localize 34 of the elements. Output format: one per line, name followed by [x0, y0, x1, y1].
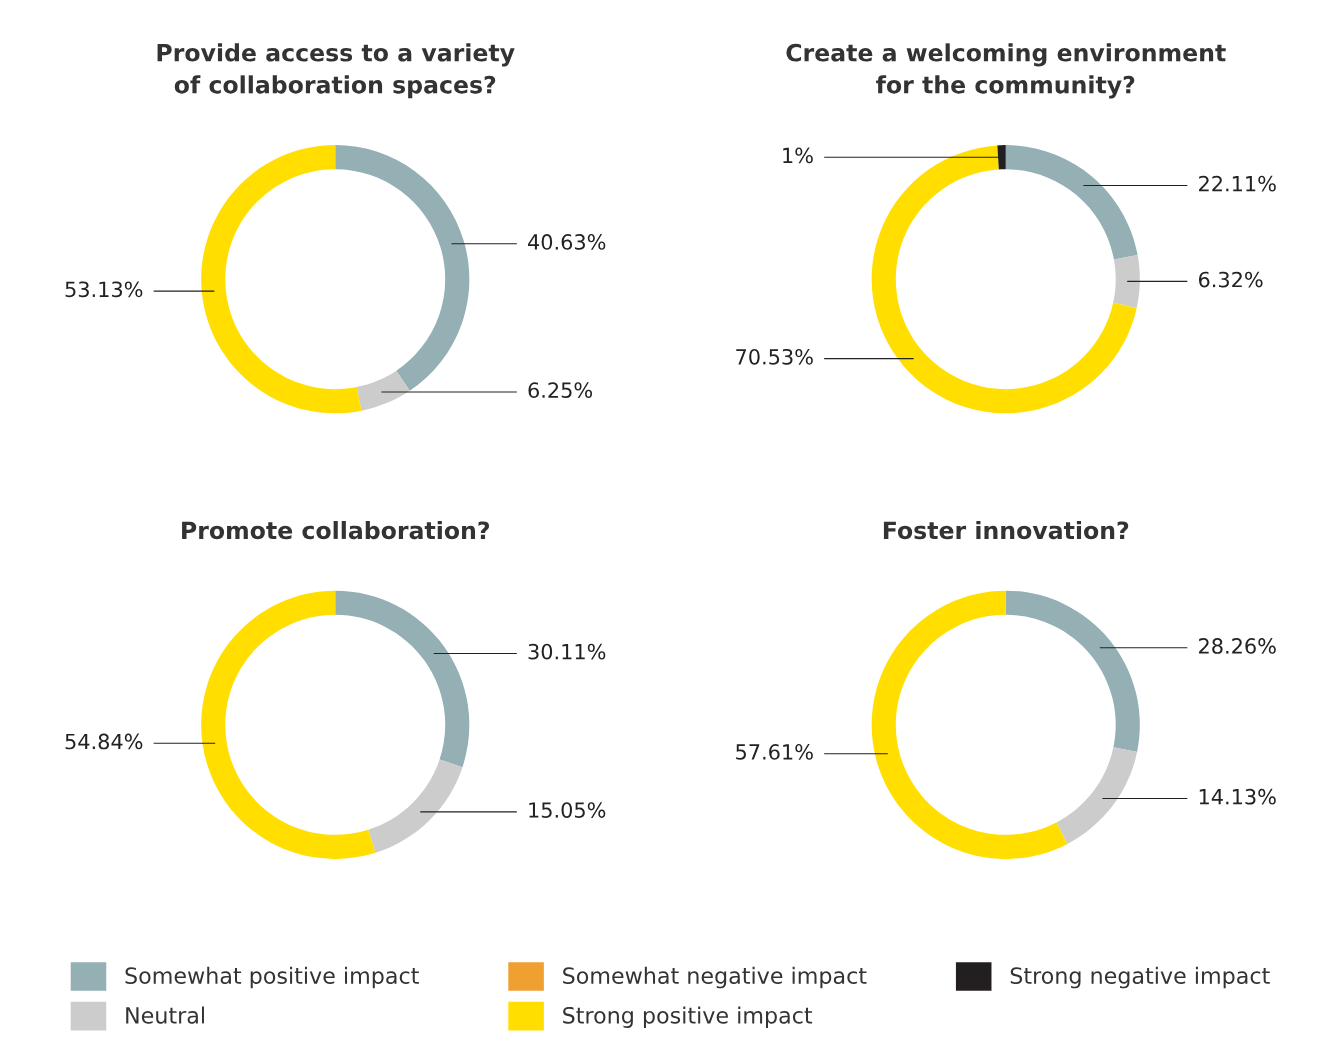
chart-title: Provide access to a variety of collaboration spaces?: [157, 43, 515, 99]
data-label: 14.13%: [1199, 788, 1276, 805]
data-label: 57.61%: [736, 744, 813, 760]
donut-slice: [1005, 590, 1140, 753]
donut-slice: [201, 590, 376, 859]
legend-label: Neutral: [126, 1006, 204, 1024]
donut-slice: [871, 590, 1068, 859]
data-label: 54.84%: [65, 733, 143, 750]
chart-title: Foster innovation?: [883, 520, 1129, 540]
legend-label: Strong negative impact: [1010, 966, 1270, 989]
donut-slice: [1005, 145, 1138, 260]
data-label: 30.11%: [528, 643, 606, 660]
legend-label: Somewhat negative impact: [563, 966, 867, 989]
donut-slice: [368, 759, 463, 853]
legend-label: Strong positive impact: [563, 1006, 813, 1029]
data-label: 40.63%: [528, 234, 606, 250]
donut-slice: [871, 145, 1137, 414]
donut-slice: [1056, 747, 1138, 844]
donut-slice: [1113, 255, 1140, 308]
donut-slice: [335, 590, 470, 768]
donut-slice: [335, 145, 470, 391]
chart-title: Create a welcoming environment for the community?: [786, 43, 1226, 99]
data-label: 6.25%: [528, 382, 593, 398]
data-label: 6.32%: [1198, 271, 1263, 288]
legend-label: Somewhat positive impact: [125, 966, 419, 989]
data-label: 53.13%: [65, 281, 143, 298]
data-label: 28.26%: [1199, 638, 1276, 654]
donut-slice: [356, 370, 410, 411]
data-label: 70.53%: [736, 348, 813, 365]
data-label: 22.11%: [1199, 175, 1276, 192]
donut-slice: [201, 145, 362, 414]
chart-title: Promote collaboration?: [182, 520, 490, 540]
data-label: 15.05%: [529, 802, 606, 818]
data-label: 1%: [783, 147, 813, 164]
